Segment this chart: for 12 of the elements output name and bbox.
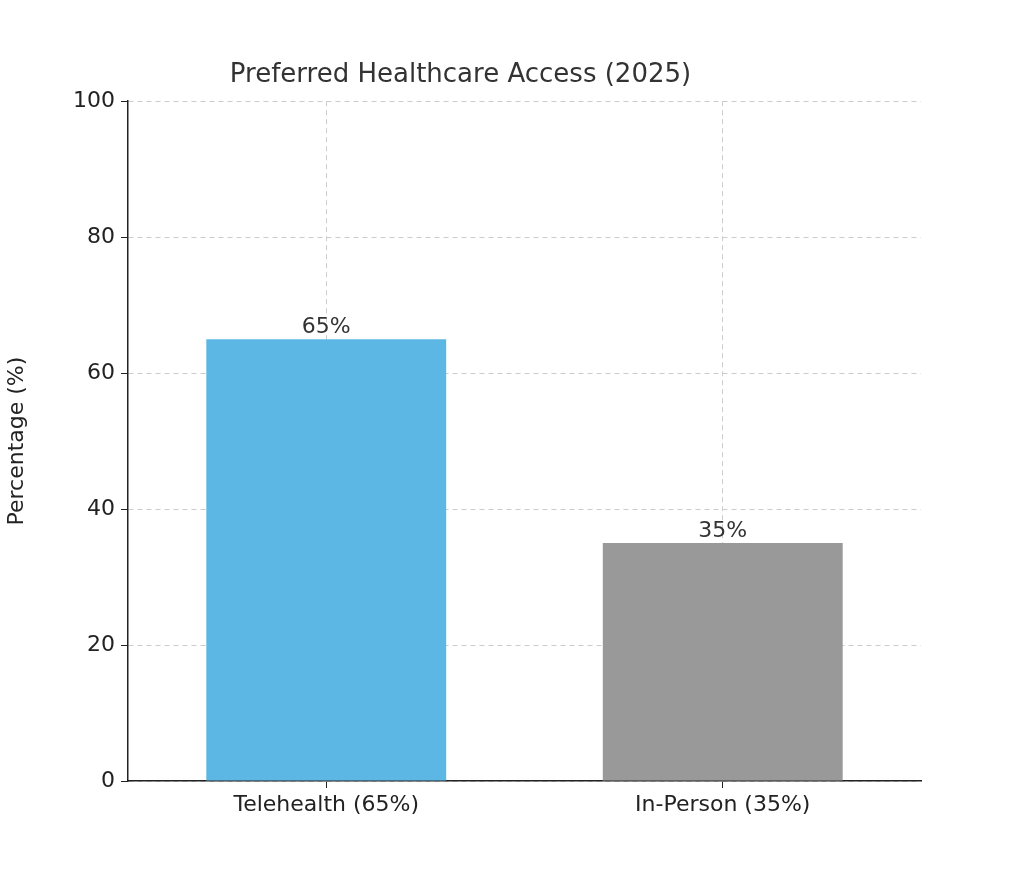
data-label: 65% bbox=[301, 312, 351, 338]
y-tick-label: 80 bbox=[87, 222, 115, 248]
x-tick-label: In-Person (35%) bbox=[635, 790, 811, 816]
x-tick-label: Telehealth (65%) bbox=[232, 790, 420, 816]
y-tick-label: 100 bbox=[73, 86, 115, 112]
data-label: 35% bbox=[698, 516, 748, 542]
y-tick-label: 60 bbox=[87, 358, 115, 384]
y-axis-title: Percentage (%) bbox=[2, 356, 28, 526]
chart-title: Preferred Healthcare Access (2025) bbox=[229, 58, 692, 89]
y-tick-label: 20 bbox=[87, 630, 115, 656]
y-tick-label: 0 bbox=[101, 766, 115, 792]
y-tick-label: 40 bbox=[87, 494, 115, 520]
